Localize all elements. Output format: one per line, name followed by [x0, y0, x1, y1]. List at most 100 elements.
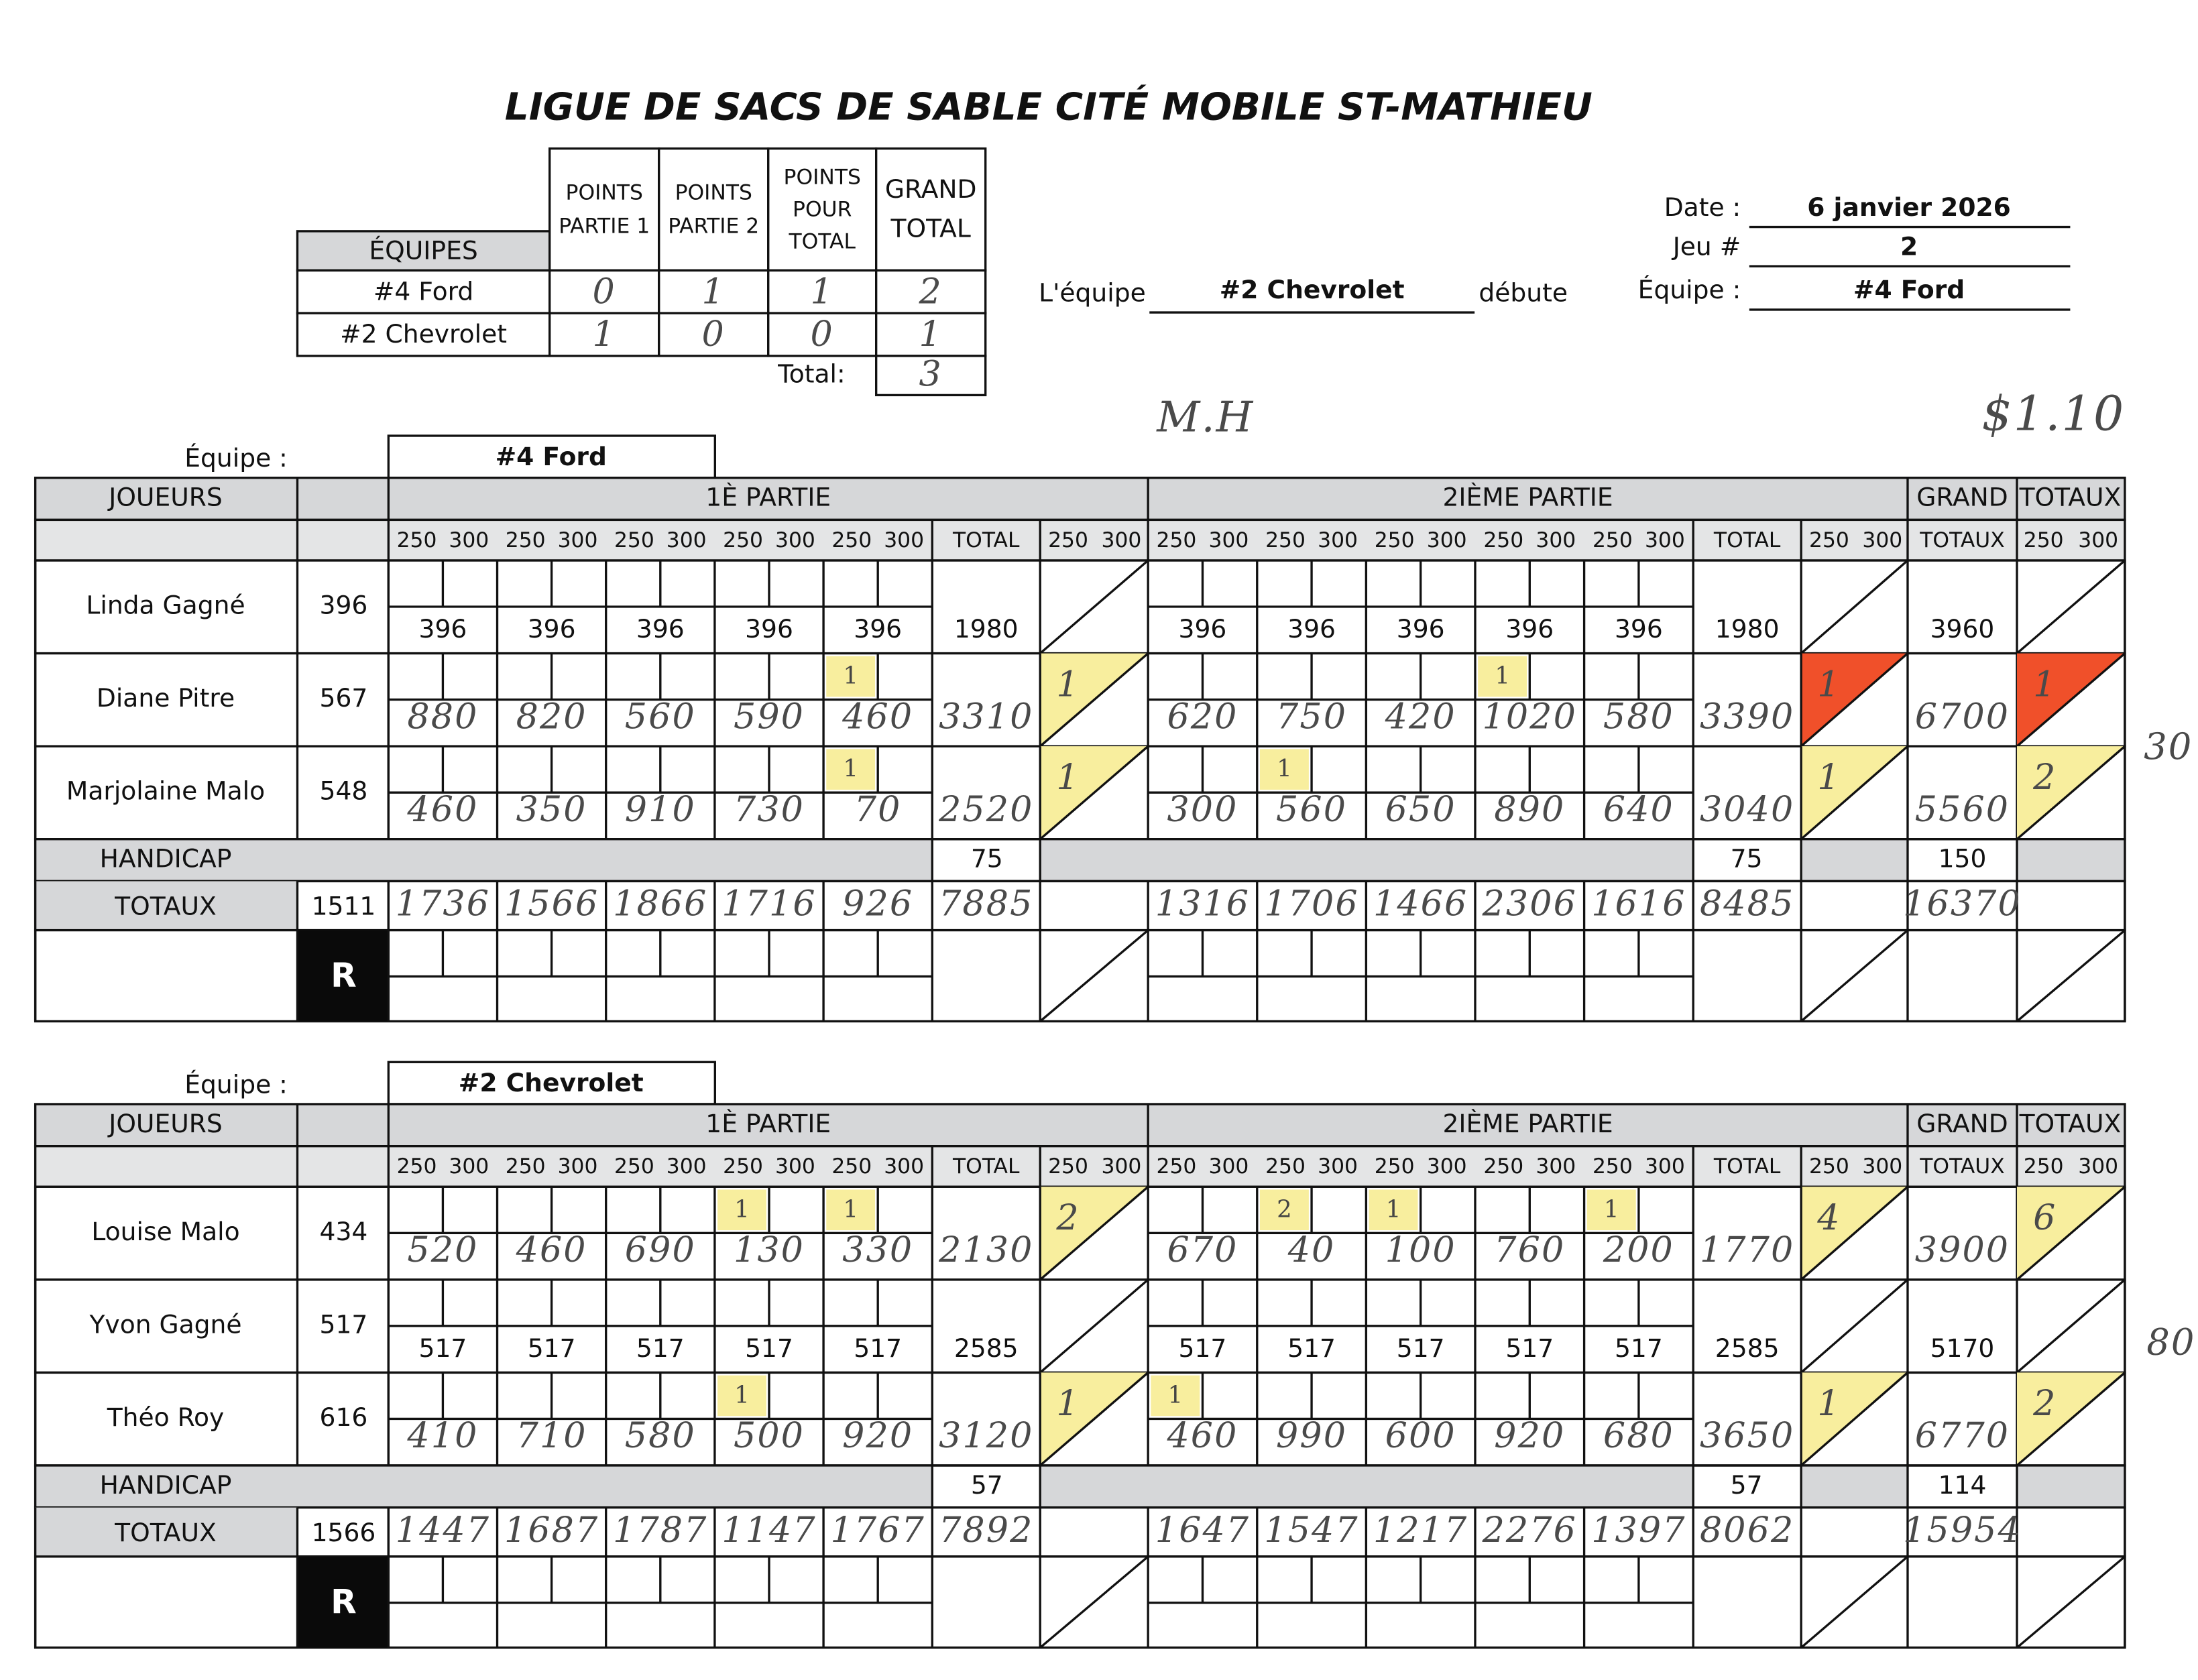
player-name: Marjolaine Malo: [66, 776, 265, 806]
frame-score: 350: [516, 790, 587, 830]
sub-header: 300: [1427, 528, 1467, 552]
points-value: 1: [1056, 1384, 1080, 1424]
frame-score: 920: [842, 1416, 913, 1456]
summary-column-header: TOTAL: [890, 213, 971, 243]
frame-total: 1397: [1591, 1510, 1686, 1551]
frame-score: 396: [528, 614, 576, 644]
handicap-fill: [1801, 839, 1908, 882]
player-handicap: 434: [320, 1217, 368, 1246]
frame-score: 40: [1287, 1230, 1336, 1270]
frame-score: 880: [407, 697, 478, 737]
frame-score: 580: [625, 1416, 696, 1456]
frame-score: 910: [625, 790, 696, 830]
diagonal: [1800, 1186, 1909, 1281]
frame-score: 100: [1385, 1230, 1456, 1270]
diagonal: [1039, 745, 1149, 841]
mark-highlight: [826, 749, 876, 790]
frame-mark: 1: [1495, 662, 1510, 690]
frame-score: 460: [842, 697, 913, 737]
frame-score: 396: [1615, 614, 1663, 644]
diagonal: [1039, 559, 1149, 654]
points-value: 1: [1056, 664, 1080, 705]
sub-header: 300: [558, 528, 598, 552]
game-grand: 8485: [1700, 884, 1794, 924]
handicap-label: HANDICAP: [100, 1470, 232, 1500]
points-value: 1: [1056, 758, 1080, 798]
frame-score: 500: [734, 1416, 805, 1456]
frame-score: 517: [1287, 1333, 1336, 1363]
frame-total: 1866: [613, 884, 707, 924]
sub-header: 300: [449, 528, 489, 552]
totals-row: [34, 1506, 2126, 1558]
frame-total: 1687: [504, 1510, 599, 1551]
diagonal: [1039, 1372, 1149, 1467]
sub-header: 300: [775, 1154, 815, 1179]
game-header: 2IÈME PARTIE: [1442, 1109, 1613, 1138]
team-header-cell: [296, 230, 551, 272]
team-label: Équipe :: [184, 443, 288, 473]
players-header: JOUEURS: [107, 483, 223, 512]
player-row: [34, 559, 2126, 655]
handicap-fill: [1040, 839, 1694, 882]
game-total: 3120: [939, 1416, 1033, 1456]
player-name: Théo Roy: [107, 1402, 225, 1432]
grand-total: 6770: [1915, 1416, 2010, 1456]
player-handicap: 616: [320, 1402, 368, 1432]
start-team: #2 Chevrolet: [1220, 275, 1405, 304]
summary-column-header: POINTS: [566, 180, 643, 204]
sub-header: 300: [667, 528, 707, 552]
game-total: 3390: [1700, 697, 1794, 737]
sub-header: 300: [1536, 1154, 1576, 1179]
frame-score: 460: [406, 790, 478, 830]
frame-score: 396: [636, 614, 685, 644]
header-row: [34, 477, 2126, 522]
frame-total: 1716: [721, 884, 816, 924]
frame-score: 517: [854, 1333, 902, 1363]
sub-header: 250: [397, 528, 437, 552]
frame-total: 1787: [613, 1510, 707, 1551]
player-name: Linda Gagné: [86, 591, 245, 620]
info-label: Date :: [1664, 192, 1741, 222]
frame-mark: 1: [734, 1195, 750, 1223]
sub-header: 300: [1427, 1154, 1467, 1179]
summary-header-cell: [767, 147, 878, 272]
sub-header: 300: [1862, 1154, 1902, 1179]
annotation: 30: [2144, 725, 2193, 768]
r-label: R: [331, 955, 357, 995]
game-total: 3650: [1700, 1416, 1794, 1456]
diagonal: [1039, 1186, 1149, 1281]
totals-label: TOTAUX: [114, 892, 217, 921]
frame-total: 1767: [831, 1510, 925, 1551]
grand-total: 6700: [1915, 697, 2010, 737]
grand-header: GRAND: [1916, 483, 2008, 512]
sub-header: 250: [1048, 1154, 1088, 1179]
team-grand: 16370: [1903, 884, 2022, 924]
annotation: $1.10: [1981, 385, 2125, 441]
start-suffix: débute: [1479, 278, 1568, 307]
diagonal: [1800, 1372, 1909, 1467]
frame-total: 1217: [1373, 1510, 1468, 1551]
sub-header: 300: [1645, 528, 1685, 552]
sub-header: 250: [1809, 1154, 1849, 1179]
game-grand: 7892: [939, 1510, 1033, 1551]
grand-total: 5170: [1930, 1333, 1995, 1363]
frame-mark: 1: [843, 755, 858, 782]
frame-total: 1566: [504, 884, 599, 924]
frame-score: 760: [1494, 1230, 1565, 1270]
sub-header: 300: [1102, 528, 1142, 552]
handicap-fill: [2016, 1465, 2125, 1508]
sub-header: TOTAL: [1713, 1154, 1781, 1179]
diagonal: [1800, 745, 1909, 841]
mark-highlight: [717, 1375, 766, 1417]
summary-team-name: #4 Ford: [373, 276, 473, 306]
sheet-title: LIGUE DE SACS DE SABLE CITÉ MOBILE ST-MA…: [505, 84, 1593, 129]
player-name: Diane Pitre: [97, 683, 235, 713]
summary-total-label: Total:: [777, 359, 846, 389]
frame-score: 990: [1276, 1416, 1347, 1456]
points-value: 6: [2033, 1198, 2057, 1238]
frame-score: 520: [407, 1230, 478, 1270]
summary-column-header: TOTAL: [788, 230, 856, 254]
sub-header: 250: [506, 1154, 546, 1179]
sub-header: 250: [614, 1154, 654, 1179]
